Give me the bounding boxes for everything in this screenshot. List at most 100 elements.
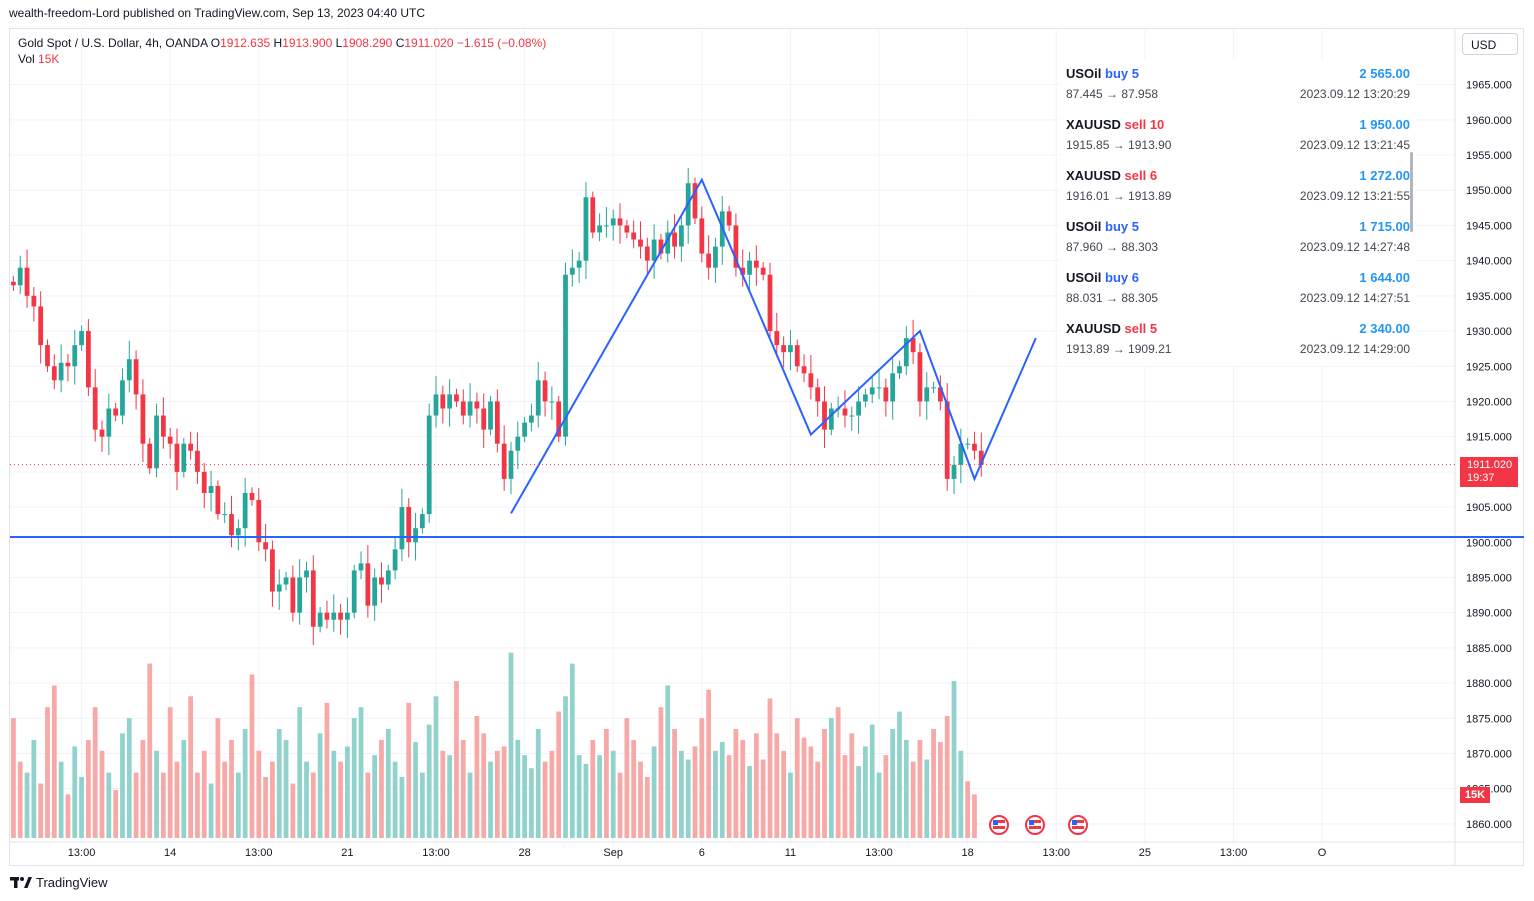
volume-bar <box>624 718 630 838</box>
x-tick-label: O <box>1318 847 1327 859</box>
candle-body <box>597 225 602 233</box>
candle-body <box>590 197 596 233</box>
volume-bar <box>351 718 357 838</box>
y-tick-label: 1890.000 <box>1466 608 1512 620</box>
candle-body <box>910 338 916 353</box>
volume-bar <box>345 746 350 838</box>
volume-bar <box>685 759 691 838</box>
trades-scrollbar[interactable] <box>1410 152 1413 232</box>
candle-body <box>24 267 30 296</box>
x-tick-label: Sep <box>603 847 623 859</box>
event-flag-icon <box>1025 815 1045 835</box>
close-label: C <box>395 36 405 50</box>
event-flag-stripe <box>1029 820 1041 823</box>
volume-bar <box>106 772 112 838</box>
volume-bar <box>51 685 57 838</box>
event-flag-canton <box>993 820 998 825</box>
volume-bar <box>610 750 616 838</box>
trade-row: USOil buy 6 1 644.00 88.031 → 88.305 2023.0… <box>1060 264 1416 315</box>
candle-body <box>938 387 943 402</box>
x-tick-label: 13:00 <box>1042 847 1070 859</box>
x-tick-label: 28 <box>518 847 530 859</box>
candle-body <box>460 401 466 416</box>
trade-row: XAUUSD sell 10 1 950.00 1915.85 → 1913.90 2… <box>1060 111 1416 162</box>
x-tick-label: 6 <box>699 847 705 859</box>
candle-body <box>672 232 677 247</box>
candle-body <box>617 218 623 226</box>
open-label: O <box>210 36 221 50</box>
candle-body <box>270 549 275 592</box>
trade-time: 2023.09.12 14:29:00 <box>1299 342 1410 356</box>
candle-body <box>876 387 882 389</box>
trade-prices: 88.031 → 88.305 <box>1066 291 1159 305</box>
volume-bar <box>467 772 473 838</box>
volume-bar <box>208 783 214 838</box>
candle-body <box>297 577 303 613</box>
volume-bar <box>454 681 459 838</box>
volume-bar <box>692 746 698 838</box>
event-flag-stripe <box>1029 826 1041 829</box>
event-flag-stripe <box>1072 826 1084 829</box>
y-tick-label: 1915.000 <box>1466 432 1512 444</box>
candle-body <box>794 345 800 367</box>
trade-symbol: XAUUSD sell 10 <box>1066 117 1164 132</box>
candle-body <box>740 267 746 275</box>
y-tick-label: 1895.000 <box>1466 572 1512 584</box>
trade-symbol: USOil buy 5 <box>1066 66 1139 81</box>
volume-bar <box>597 755 602 838</box>
candle-body <box>317 612 323 627</box>
volume-bar <box>658 707 664 838</box>
chart-legend: Gold Spot / U.S. Dollar, 4h, OANDA O1912… <box>18 35 546 67</box>
event-flag-canton <box>1072 820 1077 825</box>
y-tick-label: 1965.000 <box>1466 80 1512 92</box>
volume-bar <box>222 761 228 838</box>
vol-value: 15K <box>38 52 60 66</box>
volume-bar <box>99 750 105 838</box>
trade-time: 2023.09.12 14:27:48 <box>1299 240 1410 254</box>
candle-body <box>767 274 773 332</box>
candle-body <box>167 436 173 444</box>
publish-info: wealth-freedom-Lord published on Trading… <box>9 6 426 20</box>
candle-body <box>713 246 718 268</box>
candle-body <box>488 401 493 430</box>
candle-body <box>849 415 855 417</box>
volume-bar <box>263 776 268 838</box>
candle-body <box>978 450 984 465</box>
candle-body <box>822 401 827 430</box>
candle-body <box>426 415 432 515</box>
volume-bar <box>92 707 98 838</box>
chart-frame <box>9 28 1524 866</box>
open-value: 1912.635 <box>220 36 271 50</box>
volume-bar <box>276 729 282 838</box>
volume-bar <box>324 702 330 838</box>
volume-bar <box>494 750 500 838</box>
currency-button[interactable]: USD <box>1462 33 1518 55</box>
volume-bar <box>508 652 514 838</box>
volume-bar <box>876 772 882 838</box>
footer-brand[interactable]: TradingView <box>10 875 108 890</box>
candle-body <box>304 570 309 578</box>
trade-amount: 2 565.00 <box>1359 66 1410 81</box>
trade-amount: 1 715.00 <box>1359 219 1410 234</box>
candle-body <box>883 387 889 402</box>
candle-body <box>419 514 425 529</box>
candle-body <box>154 415 159 469</box>
event-flag-canton <box>1029 820 1034 825</box>
x-tick-label: 18 <box>962 847 974 859</box>
trade-row: XAUUSD sell 6 1 272.00 1916.01 → 1913.89 20… <box>1060 162 1416 213</box>
candle-body <box>706 253 712 268</box>
volume-bar <box>747 766 752 838</box>
candle-body <box>126 359 132 381</box>
candle-body <box>842 408 848 416</box>
trade-time: 2023.09.12 13:21:55 <box>1299 189 1410 203</box>
ohlc-line: Gold Spot / U.S. Dollar, 4h, OANDA O1912… <box>18 35 546 51</box>
candle-body <box>515 436 521 451</box>
candle-body <box>65 362 71 367</box>
candle-body <box>781 345 787 353</box>
volume-bar <box>379 739 384 838</box>
event-flag-stripe <box>993 826 1005 829</box>
candle-body <box>501 443 507 479</box>
volume-bar <box>474 715 480 838</box>
volume-bar <box>699 718 705 838</box>
